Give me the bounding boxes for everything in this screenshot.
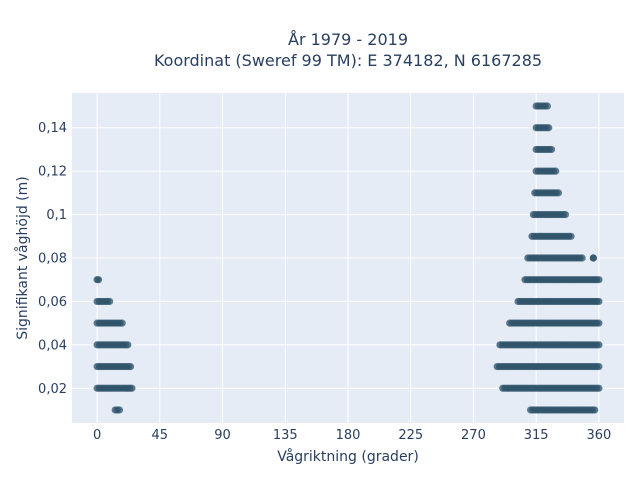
x-tick-label: 180 bbox=[336, 428, 361, 443]
y-tick-label: 0,1 bbox=[46, 208, 67, 223]
data-point bbox=[126, 362, 135, 371]
data-point bbox=[124, 341, 132, 349]
data-point bbox=[115, 406, 123, 414]
data-point bbox=[595, 362, 603, 371]
data-point bbox=[106, 297, 114, 306]
y-axis-label: Signifikant våghöjd (m) bbox=[14, 176, 31, 339]
data-point bbox=[128, 384, 136, 392]
data-point bbox=[567, 232, 575, 240]
chart-title-line-1: År 1979 - 2019 bbox=[288, 30, 408, 49]
data-point bbox=[547, 145, 556, 154]
data-point bbox=[595, 319, 603, 327]
x-tick-label: 90 bbox=[214, 428, 231, 443]
data-point bbox=[595, 384, 603, 392]
y-tick-label: 0,02 bbox=[38, 382, 67, 397]
x-axis-label: Vågriktning (grader) bbox=[277, 448, 419, 465]
data-point bbox=[545, 124, 553, 132]
data-point bbox=[118, 319, 126, 327]
y-axis-ticks: 0,02 0,04 0,06 0,08 0,1 0,12 0,14 bbox=[38, 121, 67, 397]
data-point bbox=[94, 276, 103, 284]
data-point bbox=[595, 297, 603, 306]
x-tick-label: 315 bbox=[524, 428, 549, 443]
data-points bbox=[93, 102, 603, 414]
chart-title-line-2: Koordinat (Sweref 99 TM): E 374182, N 61… bbox=[154, 51, 542, 70]
y-tick-label: 0,06 bbox=[38, 295, 67, 310]
y-tick-label: 0,08 bbox=[38, 252, 67, 267]
data-point bbox=[543, 102, 551, 110]
x-tick-label: 360 bbox=[586, 428, 611, 443]
x-tick-label: 225 bbox=[398, 428, 423, 443]
y-tick-label: 0,04 bbox=[38, 338, 67, 353]
x-tick-label: 0 bbox=[93, 428, 101, 443]
data-point bbox=[591, 406, 599, 414]
data-point bbox=[589, 254, 597, 262]
y-tick-label: 0,14 bbox=[38, 121, 67, 136]
data-point bbox=[595, 341, 603, 349]
x-axis-ticks: 0 45 90 135 180 225 270 315 360 bbox=[93, 428, 611, 443]
x-tick-label: 45 bbox=[152, 428, 169, 443]
data-point bbox=[552, 167, 560, 175]
data-point bbox=[554, 189, 563, 197]
x-tick-label: 270 bbox=[461, 428, 486, 443]
data-point bbox=[595, 276, 603, 284]
data-point bbox=[578, 254, 586, 262]
x-tick-label: 135 bbox=[273, 428, 298, 443]
y-tick-label: 0,12 bbox=[38, 165, 67, 180]
data-point bbox=[561, 210, 570, 219]
